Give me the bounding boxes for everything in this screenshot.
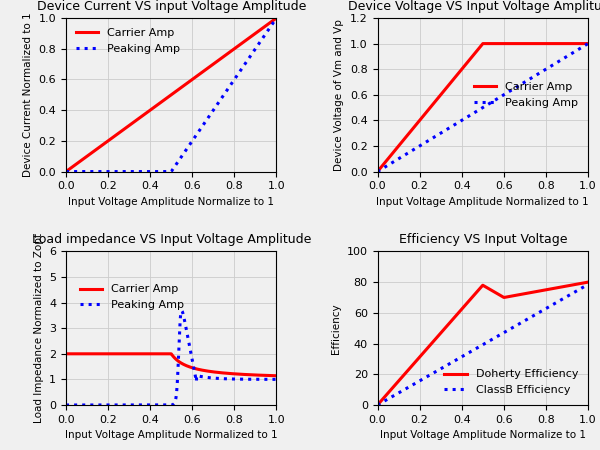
Peaking Amp <box>518 81 526 86</box>
Line: ClassB Efficiency: ClassB Efficiency <box>377 284 588 405</box>
Carrier Amp <box>148 351 155 356</box>
X-axis label: Input Voltage Amplitude Normalized to 1: Input Voltage Amplitude Normalized to 1 <box>376 197 589 207</box>
Carrier Amp <box>538 41 545 46</box>
Peaking Amp <box>178 308 185 314</box>
Line: Peaking Amp: Peaking Amp <box>66 311 277 405</box>
Peaking Amp <box>227 83 234 88</box>
Doherty Efficiency <box>459 306 466 311</box>
Carrier Amp <box>230 46 238 52</box>
Legend: Carrier Amp, Peaking Amp: Carrier Amp, Peaking Amp <box>469 77 583 112</box>
Peaking Amp <box>538 69 545 75</box>
Carrier Amp <box>518 41 526 46</box>
ClassB Efficiency <box>518 320 526 325</box>
X-axis label: Input Voltage Amplitude Normalize to 1: Input Voltage Amplitude Normalize to 1 <box>68 197 274 207</box>
Y-axis label: Efficiency: Efficiency <box>331 303 341 354</box>
Line: Carrier Amp: Carrier Amp <box>66 18 277 171</box>
Doherty Efficiency <box>467 297 474 302</box>
Title: Device Current VS input Voltage Amplitude: Device Current VS input Voltage Amplitud… <box>37 0 306 13</box>
Legend: Carrier Amp, Peaking Amp: Carrier Amp, Peaking Amp <box>71 23 185 58</box>
Doherty Efficiency <box>374 402 381 408</box>
Y-axis label: Load Impedance Normalized to Zopt: Load Impedance Normalized to Zopt <box>34 233 44 423</box>
Peaking Amp <box>148 169 155 174</box>
Peaking Amp <box>395 156 403 161</box>
Carrier Amp <box>273 15 280 21</box>
Line: Carrier Amp: Carrier Amp <box>377 44 588 171</box>
Line: Peaking Amp: Peaking Amp <box>66 18 277 171</box>
Peaking Amp <box>467 112 474 118</box>
Carrier Amp <box>542 41 549 46</box>
X-axis label: Input Voltage Amplitude Normalize to 1: Input Voltage Amplitude Normalize to 1 <box>380 430 586 440</box>
Carrier Amp <box>62 169 70 174</box>
Carrier Amp <box>155 101 163 107</box>
Legend: Carrier Amp, Peaking Amp: Carrier Amp, Peaking Amp <box>76 280 189 315</box>
Peaking Amp <box>207 375 214 381</box>
Line: Peaking Amp: Peaking Amp <box>377 44 588 171</box>
Y-axis label: Device Voltage of Vm and Vp: Device Voltage of Vm and Vp <box>334 19 344 171</box>
Peaking Amp <box>273 15 280 21</box>
Title: Device Voltage VS Input Voltage Amplitude: Device Voltage VS Input Voltage Amplitud… <box>348 0 600 13</box>
Carrier Amp <box>374 169 381 174</box>
Y-axis label: Device Current Normalized to 1: Device Current Normalized to 1 <box>23 13 33 177</box>
Peaking Amp <box>230 77 238 83</box>
Peaking Amp <box>155 402 163 408</box>
Doherty Efficiency <box>395 378 403 383</box>
Peaking Amp <box>62 169 70 174</box>
Carrier Amp <box>155 351 163 356</box>
Title: Efficiency VS Input Voltage: Efficiency VS Input Voltage <box>398 233 567 246</box>
Carrier Amp <box>230 371 238 377</box>
Peaking Amp <box>273 377 280 382</box>
Carrier Amp <box>84 351 91 356</box>
Line: Carrier Amp: Carrier Amp <box>66 354 277 376</box>
Carrier Amp <box>395 143 403 148</box>
ClassB Efficiency <box>538 308 545 314</box>
Carrier Amp <box>84 153 91 158</box>
Peaking Amp <box>374 169 381 174</box>
Peaking Amp <box>230 376 238 382</box>
Peaking Amp <box>227 376 234 382</box>
Carrier Amp <box>227 371 234 376</box>
Doherty Efficiency <box>542 287 549 292</box>
Carrier Amp <box>467 56 474 62</box>
Peaking Amp <box>62 402 70 408</box>
Carrier Amp <box>227 49 234 54</box>
Carrier Amp <box>273 373 280 378</box>
Carrier Amp <box>584 41 592 46</box>
ClassB Efficiency <box>542 306 549 311</box>
ClassB Efficiency <box>584 282 592 287</box>
Line: Doherty Efficiency: Doherty Efficiency <box>377 282 588 405</box>
Legend: Doherty Efficiency, ClassB Efficiency: Doherty Efficiency, ClassB Efficiency <box>440 365 583 400</box>
ClassB Efficiency <box>459 354 466 359</box>
Peaking Amp <box>84 169 91 174</box>
Carrier Amp <box>62 351 70 356</box>
Doherty Efficiency <box>584 279 592 285</box>
Peaking Amp <box>148 402 155 408</box>
X-axis label: Input Voltage Amplitude Normalized to 1: Input Voltage Amplitude Normalized to 1 <box>65 430 278 440</box>
Carrier Amp <box>207 63 214 69</box>
Doherty Efficiency <box>518 292 526 297</box>
ClassB Efficiency <box>467 349 474 355</box>
Carrier Amp <box>148 107 155 112</box>
Carrier Amp <box>459 65 466 71</box>
Peaking Amp <box>584 41 592 46</box>
Peaking Amp <box>84 402 91 408</box>
Peaking Amp <box>459 117 466 122</box>
Title: Load impedance VS Input Voltage Amplitude: Load impedance VS Input Voltage Amplitud… <box>32 233 311 246</box>
ClassB Efficiency <box>395 390 403 396</box>
Carrier Amp <box>479 41 487 46</box>
Peaking Amp <box>207 112 214 117</box>
Doherty Efficiency <box>538 288 545 293</box>
Peaking Amp <box>155 169 163 174</box>
Peaking Amp <box>542 67 549 72</box>
ClassB Efficiency <box>374 402 381 408</box>
Carrier Amp <box>207 369 214 374</box>
